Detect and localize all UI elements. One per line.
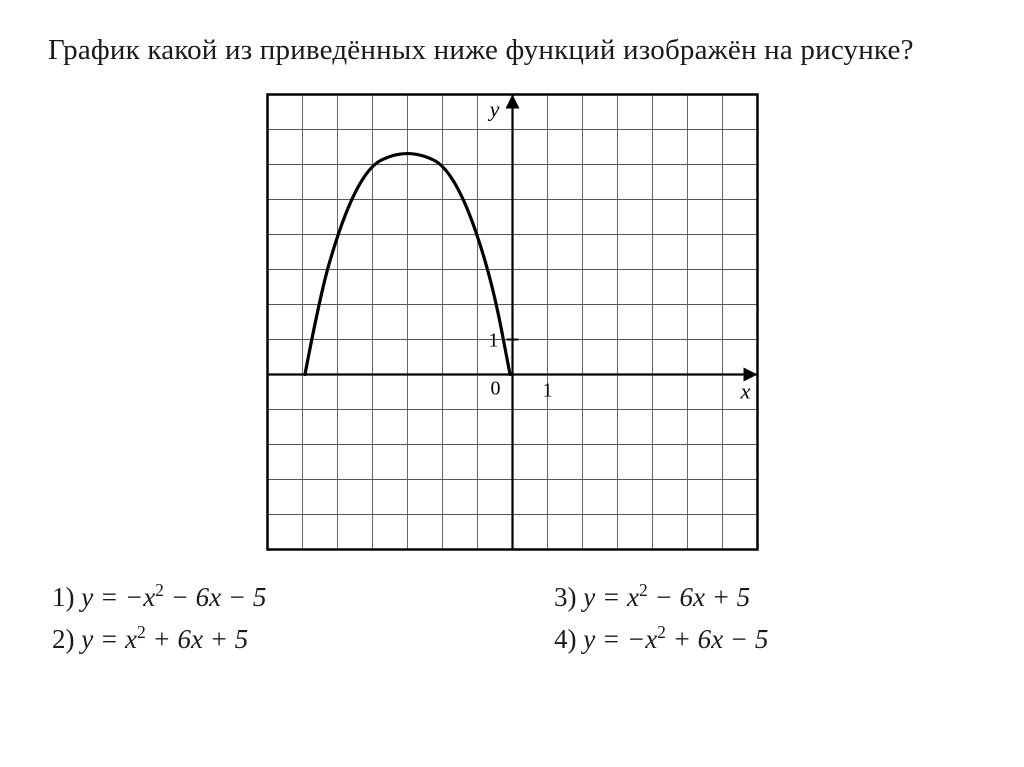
svg-text:y: y xyxy=(487,96,499,121)
svg-text:1: 1 xyxy=(488,329,498,351)
option-1: 1) y = −x2 − 6x − 5 xyxy=(52,579,474,615)
parabola-chart: y x 1 0 1 xyxy=(264,91,761,553)
option-2: 2) y = x2 + 6x + 5 xyxy=(52,621,474,657)
svg-text:1: 1 xyxy=(542,379,552,401)
chart-container: y x 1 0 1 xyxy=(48,91,976,553)
svg-text:x: x xyxy=(739,378,750,403)
option-4: 4) y = −x2 + 6x − 5 xyxy=(554,621,976,657)
question-text: График какой из приведённых ниже функций… xyxy=(48,28,976,73)
svg-text:0: 0 xyxy=(490,377,500,399)
answer-options: 1) y = −x2 − 6x − 5 3) y = x2 − 6x + 5 2… xyxy=(48,579,976,658)
option-3: 3) y = x2 − 6x + 5 xyxy=(554,579,976,615)
